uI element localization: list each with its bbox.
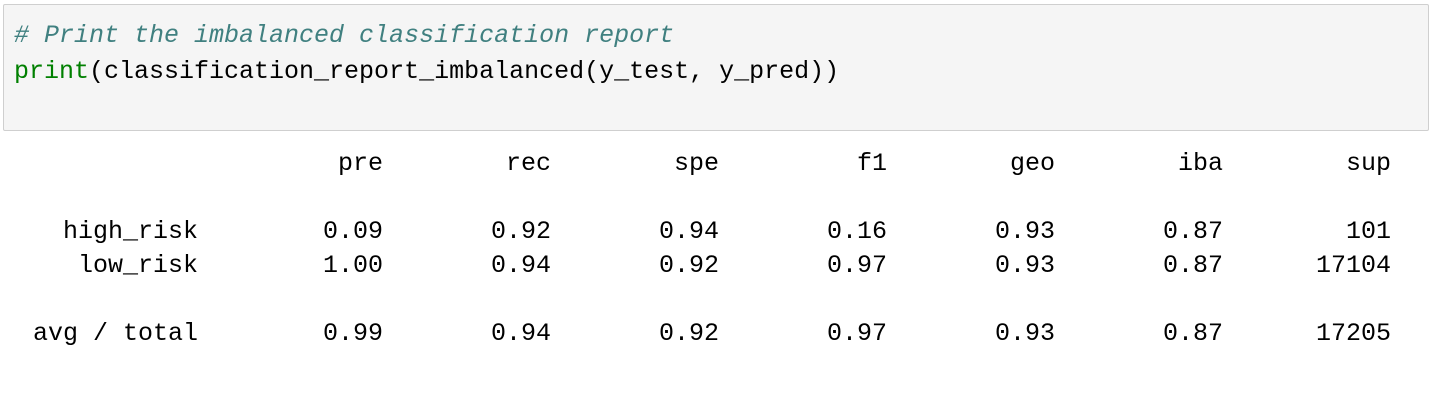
table-cell: 0.92	[658, 251, 719, 280]
cell-output: pre rec spe f1 geo iba sup high_risk 0.0…	[0, 131, 1432, 400]
table-cell: 0.93	[994, 319, 1055, 348]
table-cell: 1.00	[322, 251, 383, 280]
table-cell: 0.87	[1162, 319, 1223, 348]
code-input-cell[interactable]: # Print the imbalanced classification re…	[3, 4, 1429, 131]
table-cell: 0.92	[658, 319, 719, 348]
table-cell: 101	[1345, 217, 1391, 246]
code-statement-line: print(classification_report_imbalanced(y…	[14, 57, 839, 87]
table-cell: 0.87	[1162, 251, 1223, 280]
table-cell: 0.09	[322, 217, 383, 246]
header-pre: pre	[337, 149, 383, 178]
row-label-high-risk: high_risk	[62, 217, 198, 246]
table-cell: 0.94	[658, 217, 719, 246]
table-cell: 0.94	[490, 251, 551, 280]
table-cell: 0.97	[826, 319, 887, 348]
table-cell: 0.97	[826, 251, 887, 280]
print-builtin: print	[14, 57, 90, 86]
header-rec: rec	[505, 149, 551, 178]
row-label-low-risk: low_risk	[77, 251, 198, 280]
header-iba: iba	[1177, 149, 1223, 178]
table-cell: 0.92	[490, 217, 551, 246]
header-spe: spe	[673, 149, 719, 178]
table-cell: 0.94	[490, 319, 551, 348]
print-arguments: (classification_report_imbalanced(y_test…	[89, 57, 840, 86]
table-cell: 17104	[1315, 251, 1391, 280]
row-label-avg-total: avg / total	[32, 319, 198, 348]
header-geo: geo	[1009, 149, 1055, 178]
table-cell: 0.16	[826, 217, 887, 246]
code-comment-line: # Print the imbalanced classification re…	[14, 21, 674, 51]
table-cell: 0.93	[994, 217, 1055, 246]
header-f1: f1	[856, 149, 887, 178]
table-cell: 17205	[1315, 319, 1391, 348]
header-sup: sup	[1345, 149, 1391, 178]
table-cell: 0.93	[994, 251, 1055, 280]
code-comment: # Print the imbalanced classification re…	[14, 21, 675, 50]
table-cell: 0.99	[322, 319, 383, 348]
table-cell: 0.87	[1162, 217, 1223, 246]
